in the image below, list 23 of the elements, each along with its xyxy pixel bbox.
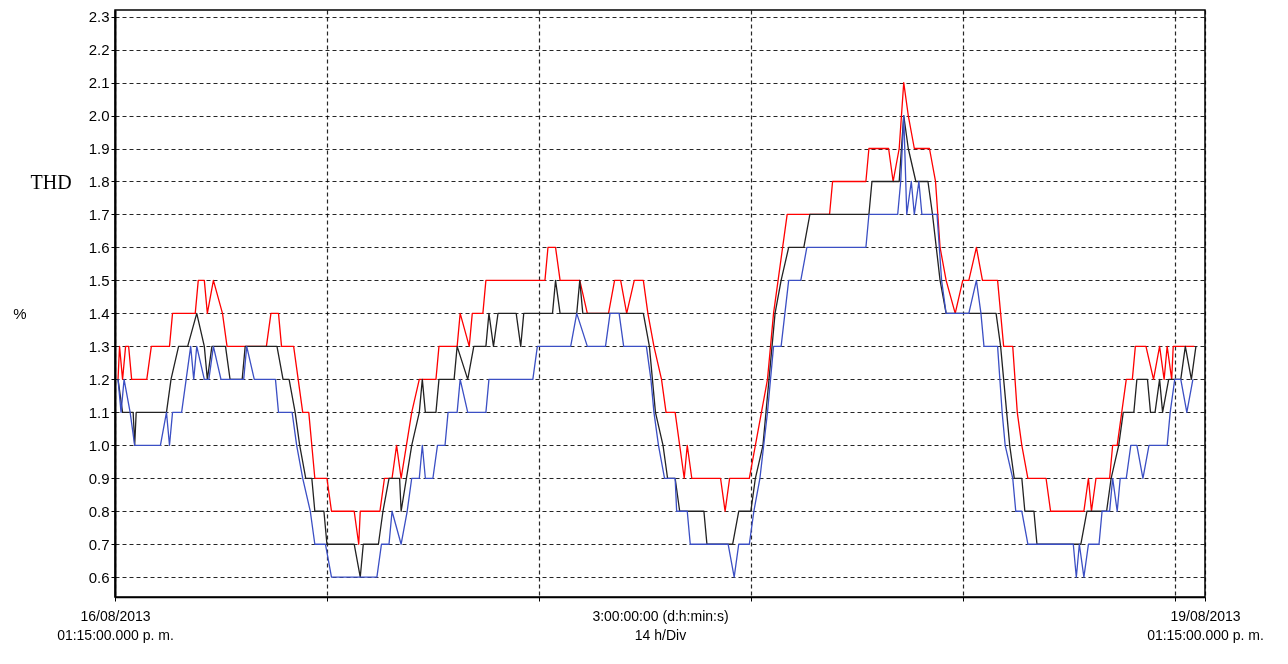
y-tick-label: 1.2: [88, 370, 110, 388]
y-tick-label: 0.9: [88, 469, 110, 487]
x-tick-label: 16/08/2013 01:15:00.000 p. m.: [57, 607, 174, 643]
y-tick-label: 0.7: [88, 535, 110, 553]
y-tick-label: 2.2: [88, 41, 110, 59]
y-tick-label: 1.3: [88, 337, 110, 355]
y-tick-label: 1.9: [88, 140, 110, 158]
text: %: [13, 305, 27, 322]
y-tick-label: 1.7: [88, 205, 110, 223]
y-tick-label: 1.8: [88, 172, 110, 190]
y-tick-label: 1.6: [88, 238, 110, 256]
x-axis-title: 3:00:00:00 (d:h:min:s) 14 h/Div: [592, 607, 729, 643]
y-tick-label: 0.6: [88, 568, 110, 586]
y-tick-label: 1.1: [88, 403, 110, 421]
y-tick-label: 2.0: [88, 107, 110, 125]
x-tick-label: 19/08/2013 01:15:00.000 p. m.: [1147, 607, 1264, 643]
y-tick-label: 1.4: [88, 304, 110, 322]
y-tick-label: 1.5: [88, 271, 110, 289]
y-tick-label: 2.1: [88, 74, 110, 92]
y-tick-label: 0.8: [88, 502, 110, 520]
y-axis-title: THD: [30, 170, 72, 193]
y-tick-label: 2.3: [88, 8, 110, 26]
y-tick-label: 1.0: [88, 436, 110, 454]
